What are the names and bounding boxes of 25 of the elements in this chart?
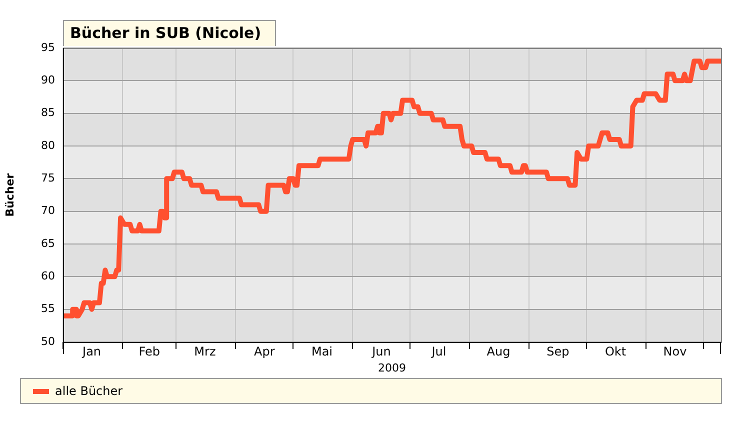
x-tick-label: Mai [311,344,333,358]
y-tick-label: 70 [41,204,55,218]
y-tick-label: 65 [41,236,55,250]
y-tick-label: 60 [41,270,55,283]
y-tick-label: 85 [41,106,55,120]
x-tick-label: Mrz [194,344,216,358]
chart-title: Bücher in SUB (Nicole) [63,20,276,46]
y-tick-label: 90 [41,74,55,87]
x-tick-label: Okt [604,344,626,358]
y-axis-title: Bücher [3,172,16,217]
x-axis-title: 2009 [378,361,406,374]
x-tick-label: Nov [663,344,687,358]
y-tick-label: 55 [41,302,55,316]
x-tick-label: Apr [254,344,275,358]
x-tick-label: Jan [82,344,102,358]
y-tick-label: 95 [41,40,55,54]
x-tick-label: Sep [546,344,570,358]
y-tick-label: 80 [41,138,55,152]
x-tick-label: Aug [486,344,510,358]
y-tick-label: 50 [41,334,55,348]
x-tick-label: Feb [138,344,160,358]
x-tick-label: Jun [371,344,391,358]
x-tick-label: Jul [430,344,446,358]
y-tick-label: 75 [41,172,55,185]
legend-label: alle Bücher [55,384,123,398]
